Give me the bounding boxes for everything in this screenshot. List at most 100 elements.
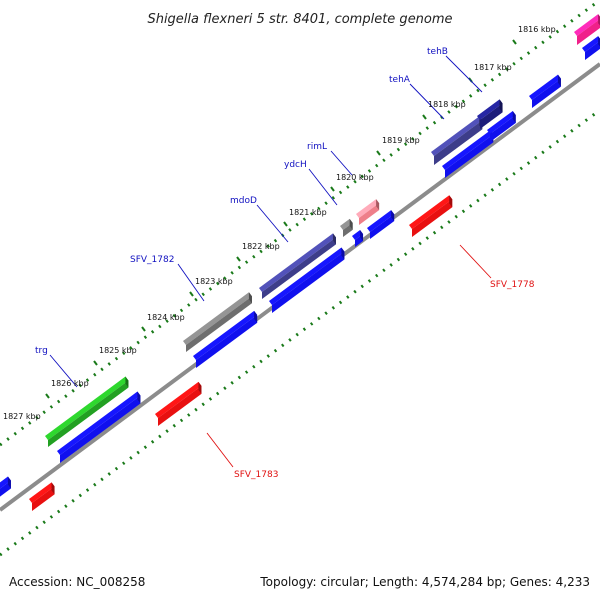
gene-tehB-face [480, 103, 503, 129]
major-tick-8 [141, 326, 146, 332]
map-title: Shigella flexneri 5 str. 8401, complete … [147, 12, 452, 27]
genome-summary-text: Topology: circular; Length: 4,574,284 bp… [259, 575, 590, 589]
gene-mdoD-end [332, 233, 336, 245]
gene-SFV_1782-top [183, 292, 252, 345]
leader-trg [49, 354, 78, 388]
gene-SFV_1778-face [412, 199, 453, 237]
leader-SFV_1778 [459, 244, 492, 279]
label-leaders [49, 55, 492, 468]
cds-1816-end [557, 74, 561, 87]
leader-tehB [445, 55, 483, 93]
cds-mdoD-end [341, 247, 345, 260]
major-tick-4 [330, 186, 335, 192]
tick-label-1825: 1825 kbp [99, 346, 137, 355]
gene-mdoD [259, 233, 336, 299]
gene-SFV_1778-top [409, 195, 453, 229]
tick-label-1819: 1819 kbp [382, 136, 420, 145]
gene-trg-end [125, 376, 129, 388]
gene-SFV_1783-face [158, 385, 202, 426]
gene-trg-top [45, 376, 129, 440]
gene-SFV_1778 [409, 195, 453, 237]
gene-SFV_1783-end [198, 381, 202, 394]
cds-rimL-end [391, 210, 395, 222]
label-SFV_1782[interactable]: SFV_1782 [130, 255, 174, 265]
gene-trg [45, 376, 129, 447]
gene-SFV_1782-end [248, 292, 252, 304]
label-ydcH[interactable]: ydcH [284, 160, 307, 170]
gene-ydcH-top [340, 218, 353, 230]
gene-1816-right-face [577, 19, 600, 45]
cds-right-edge [582, 36, 600, 60]
cds-left-edge-end [7, 476, 11, 489]
cds-right-edge-top [582, 36, 600, 52]
label-rimL[interactable]: rimL [307, 142, 327, 152]
gene-rimL-top [356, 199, 380, 218]
leader-SFV_1783 [206, 432, 234, 468]
major-tick-0 [512, 39, 517, 45]
tick-label-1826: 1826 kbp [51, 379, 89, 388]
tick-label-1818: 1818 kbp [428, 100, 466, 109]
tick-label-1822: 1822 kbp [242, 242, 280, 251]
cds-1816-face [532, 78, 561, 108]
cds-rimL-face [370, 214, 395, 239]
leader-rimL [330, 150, 353, 176]
cds-tehB-top [487, 110, 516, 134]
cds-rimL-top [367, 210, 395, 232]
cds-tehB-face [490, 114, 516, 142]
gene-ydcH [340, 218, 353, 237]
cds-1816-top [529, 74, 561, 100]
gene-tehB [477, 99, 503, 129]
outer-tick-track [0, 0, 600, 447]
major-tick-6 [236, 256, 241, 262]
label-mdoD[interactable]: mdoD [230, 196, 257, 206]
cds-tehA-top [442, 130, 494, 170]
cds-1816 [529, 74, 561, 108]
inner-tick-track [0, 108, 600, 557]
leader-mdoD [256, 204, 289, 243]
gene-trg-face [48, 380, 129, 447]
cds-tehB-end [512, 110, 516, 123]
tick-label-1827: 1827 kbp [3, 412, 41, 421]
major-tick-10 [45, 393, 50, 399]
label-tehA[interactable]: tehA [389, 75, 411, 85]
tick-label-1820: 1820 kbp [336, 173, 374, 182]
gene-left-red [29, 482, 55, 511]
gene-SFV_1782-face [186, 296, 252, 352]
cds-trg-end [137, 391, 141, 404]
cds-left-edge [0, 476, 11, 497]
cds-mdoD-face [272, 251, 345, 313]
gene-left-red-top [29, 482, 55, 503]
label-SFV_1783[interactable]: SFV_1783 [234, 470, 278, 480]
tick-label-1821: 1821 kbp [289, 208, 327, 217]
gene-mdoD-face [262, 237, 336, 299]
gene-SFV_1783 [155, 381, 202, 426]
leader-tehA [409, 83, 445, 120]
label-SFV_1778[interactable]: SFV_1778 [490, 280, 535, 290]
label-trg[interactable]: trg [35, 346, 48, 356]
major-tick-3 [376, 150, 381, 156]
tick-label-1817: 1817 kbp [474, 63, 512, 72]
gene-tehB-top [477, 99, 503, 120]
accession-text: Accession: NC_008258 [9, 575, 145, 589]
gene-tehA-top [431, 116, 483, 156]
cds-trg [57, 391, 141, 463]
leader-SFV_1782 [177, 263, 205, 302]
gene-SFV_1782 [183, 292, 252, 352]
gene-SFV_1778-end [449, 195, 453, 208]
cds-mdoD-top [269, 247, 345, 305]
cds-ydcH [352, 230, 364, 247]
tick-label-1816: 1816 kbp [518, 25, 556, 34]
cds-SFV_1782 [193, 310, 258, 368]
gene-rimL-end [376, 199, 380, 211]
tick-label-1823: 1823 kbp [195, 277, 233, 286]
cds-SFV_1782-end [254, 310, 258, 323]
cds-rimL [367, 210, 395, 239]
major-tick-2 [422, 114, 427, 120]
tick-label-1824: 1824 kbp [147, 313, 185, 322]
cds-tehB [487, 110, 516, 142]
label-tehB[interactable]: tehB [427, 47, 448, 57]
cds-tehA-face [445, 134, 494, 178]
cds-right-edge-face [585, 40, 600, 60]
gene-tehB-end [499, 99, 503, 113]
